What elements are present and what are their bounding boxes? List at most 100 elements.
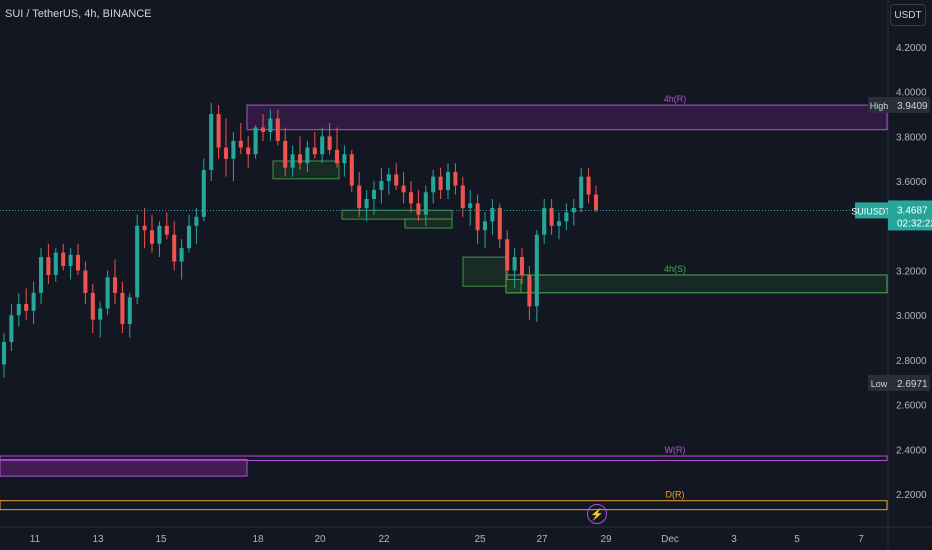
zone-label: D(R) bbox=[666, 490, 685, 500]
support-box bbox=[341, 209, 453, 220]
candle-body bbox=[423, 192, 428, 215]
candle-body bbox=[290, 154, 295, 168]
candle-body bbox=[127, 297, 132, 325]
high-value: 3.9409 bbox=[897, 101, 928, 112]
candle-body bbox=[9, 315, 14, 343]
zone-4hr bbox=[246, 104, 888, 131]
support-box bbox=[404, 218, 453, 229]
candle-body bbox=[549, 207, 554, 226]
candle-body bbox=[542, 207, 547, 235]
zone-label: 4h(R) bbox=[664, 94, 687, 104]
candle-body bbox=[157, 225, 162, 244]
candle-body bbox=[53, 252, 58, 275]
price-countdown: 02:32:22 bbox=[897, 218, 932, 229]
x-tick-label: 18 bbox=[252, 534, 264, 545]
y-tick-label: 3.6000 bbox=[896, 177, 927, 188]
candle-body bbox=[497, 207, 502, 240]
candle-body bbox=[38, 257, 44, 293]
candle-body bbox=[460, 185, 465, 208]
candle-body bbox=[24, 304, 29, 311]
candle-body bbox=[586, 176, 591, 195]
candle-body bbox=[379, 181, 384, 191]
low-tag bbox=[868, 374, 890, 391]
high-value-tag bbox=[890, 96, 930, 113]
candle-body bbox=[179, 248, 184, 262]
candle-body bbox=[260, 127, 266, 132]
candle-body bbox=[46, 257, 51, 275]
candle-body bbox=[453, 172, 458, 186]
candle-body bbox=[83, 270, 88, 293]
y-tick-label: 3.2000 bbox=[896, 267, 927, 278]
candle-body bbox=[482, 221, 488, 231]
candle-body bbox=[194, 216, 199, 226]
candle-body bbox=[431, 176, 436, 193]
candle-body bbox=[172, 234, 177, 262]
candle-body bbox=[468, 203, 473, 208]
x-tick-label: 15 bbox=[155, 534, 167, 545]
candle-body bbox=[364, 198, 369, 208]
x-tick-label: 29 bbox=[600, 534, 612, 545]
x-tick-label: 13 bbox=[92, 534, 104, 545]
candle-body bbox=[475, 203, 480, 231]
candle-body bbox=[216, 114, 221, 148]
candle-body bbox=[75, 254, 81, 271]
candle-body bbox=[275, 118, 280, 141]
candle-body bbox=[223, 147, 229, 159]
candle-body bbox=[349, 154, 354, 186]
zone-4hs bbox=[505, 274, 888, 294]
candle-body bbox=[312, 147, 317, 155]
candle-body bbox=[90, 292, 95, 320]
candle-body bbox=[519, 257, 525, 275]
candle-body bbox=[593, 194, 599, 211]
y-tick-label: 4.2000 bbox=[896, 43, 927, 54]
zone-dr bbox=[0, 500, 888, 511]
candle-body bbox=[238, 140, 243, 148]
candle-body bbox=[201, 169, 206, 217]
y-tick-label: 2.6000 bbox=[896, 401, 927, 412]
candle-body bbox=[512, 257, 517, 271]
high-tag bbox=[868, 96, 890, 113]
candle-body bbox=[438, 176, 443, 191]
candle-body bbox=[1, 342, 7, 365]
candle-body bbox=[386, 174, 391, 182]
candle-body bbox=[416, 203, 421, 215]
candle-body bbox=[556, 221, 562, 226]
candle-body bbox=[142, 225, 147, 231]
x-tick-label: 25 bbox=[474, 534, 486, 545]
price-value: 3.4687 bbox=[897, 205, 928, 216]
candle-body bbox=[98, 308, 103, 320]
candle-body bbox=[209, 114, 214, 170]
candle-body bbox=[342, 154, 347, 164]
support-box bbox=[462, 256, 507, 287]
y-tick-label: 2.4000 bbox=[896, 445, 927, 456]
y-tick-label: 2.8000 bbox=[896, 356, 927, 367]
candle-body bbox=[490, 207, 495, 222]
x-tick-label: 20 bbox=[314, 534, 326, 545]
support-box bbox=[505, 279, 522, 294]
candle-body bbox=[135, 225, 140, 298]
weekly-zone-block bbox=[0, 458, 248, 477]
candle-body bbox=[505, 239, 510, 271]
price-symbol-tag bbox=[855, 202, 888, 219]
x-tick-label: Dec bbox=[661, 534, 679, 545]
price-symbol: SUIUSDT bbox=[851, 206, 891, 216]
zone-label: W(R) bbox=[665, 445, 686, 455]
candle-body bbox=[164, 225, 169, 235]
candle-body bbox=[394, 174, 399, 186]
candle-body bbox=[253, 127, 258, 155]
price-value-tag bbox=[888, 200, 932, 231]
candle-body bbox=[534, 234, 539, 307]
candle-body bbox=[320, 136, 325, 155]
low-value: 2.6971 bbox=[897, 379, 928, 390]
candle-body bbox=[105, 277, 110, 309]
y-tick-label: 3.0000 bbox=[896, 311, 927, 322]
zone-wr bbox=[0, 455, 888, 461]
chart-title: SUI / TetherUS, 4h, BINANCE bbox=[5, 8, 152, 20]
x-tick-label: 11 bbox=[30, 534, 41, 545]
support-box bbox=[272, 160, 340, 180]
lightning-bolt-icon[interactable]: ⚡ bbox=[587, 504, 607, 524]
candle-body bbox=[149, 230, 155, 244]
currency-unit-button[interactable]: USDT bbox=[890, 4, 926, 26]
y-tick-label: 4.0000 bbox=[896, 88, 927, 99]
